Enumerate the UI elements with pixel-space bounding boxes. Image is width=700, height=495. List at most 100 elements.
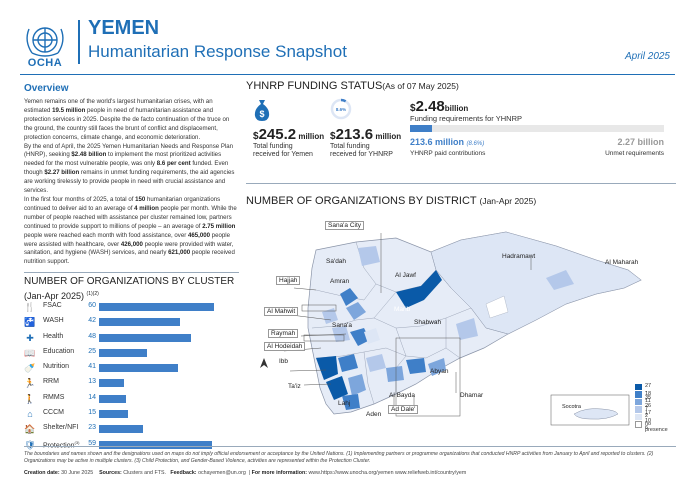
north-arrow-icon <box>260 358 268 368</box>
requirement-value: $2.48billion <box>410 98 469 115</box>
svg-text:$: $ <box>259 109 264 119</box>
map-label-socotra: Socotra <box>562 404 581 410</box>
cluster-bar <box>99 333 191 342</box>
overview-paragraph: Yemen remains one of the world's largest… <box>24 98 230 141</box>
funding-title-note: (As of 07 May 2025) <box>382 81 459 91</box>
report-date: April 2025 <box>624 51 670 62</box>
funding-rule <box>246 183 676 184</box>
nutrition-icon: 🍼 <box>24 363 36 374</box>
unmet-requirements-label: Unmet requirements <box>605 150 664 157</box>
unmet-requirements-value: 2.27 billion <box>617 137 664 147</box>
overview-text: Yemen remains one of the world's largest… <box>24 98 239 267</box>
cluster-title-text: NUMBER OF ORGANIZATIONS BY CLUSTER <box>24 276 235 287</box>
map-label-taiz: Ta'iz <box>288 383 301 390</box>
socotra-inset <box>550 394 630 426</box>
country-title: YEMEN <box>88 17 160 39</box>
shelter-icon: 🏠 <box>24 424 36 435</box>
map-label-abyan: Abyan <box>430 368 449 375</box>
cluster-bar <box>99 364 178 373</box>
money-bag-icon: $ <box>254 100 270 121</box>
cluster-row: 🏠 Shelter/NFI 23 <box>24 422 239 437</box>
credits-line: Creation date: 30 June 2025 Sources: Clu… <box>24 470 467 476</box>
funding-title-text: YHNRP FUNDING STATUS <box>246 80 383 92</box>
legend-swatch <box>635 398 642 405</box>
funding-donut: 8.6% <box>330 98 352 120</box>
rapid-response-icon: 🏃 <box>24 378 36 389</box>
food-security-icon: 🍴 <box>24 302 36 312</box>
cluster-bar <box>99 425 144 434</box>
map-label-lahj: Lahj <box>338 400 351 407</box>
cluster-name: Health <box>43 332 64 340</box>
map-title-text: NUMBER OF ORGANIZATIONS BY DISTRICT <box>246 195 477 207</box>
map-label-aden: Aden <box>366 411 382 418</box>
ocha-logo-text: OCHA <box>27 57 63 69</box>
cluster-bar <box>99 318 180 327</box>
cluster-value: 15 <box>88 409 96 417</box>
cluster-name: Nutrition <box>43 363 70 371</box>
map-disclaimer: The boundaries and names shown and the d… <box>24 451 654 464</box>
cluster-row: 🚶 RMMS 14 <box>24 392 239 407</box>
map-label-sanaa: Sana'a <box>332 322 353 329</box>
overview-section: Overview Yemen remains one of the world'… <box>24 83 239 267</box>
migrants-icon: 🚶 <box>24 393 36 404</box>
total-funding-label: Total funding received for Yemen <box>253 143 313 158</box>
cluster-value: 14 <box>88 393 96 401</box>
funding-progress-fill <box>410 125 432 132</box>
map-label-al-maharah: Al Maharah <box>605 259 639 266</box>
camp-management-icon: ⌂ <box>27 409 33 420</box>
paid-contributions-label: YHNRP paid contributions <box>410 150 486 157</box>
cluster-name: CCCM <box>43 409 64 417</box>
header: OCHA YEMEN Humanitarian Response Snapsho… <box>0 0 700 80</box>
legend-swatch <box>635 391 642 398</box>
map-label-al-bayda: Al Bayda <box>389 392 416 399</box>
overview-rule <box>24 272 239 273</box>
cluster-value: 13 <box>88 378 96 386</box>
cluster-name: RRM <box>43 378 59 386</box>
protection-icon: 🛡 <box>24 439 36 450</box>
map-label-raymah: Raymah <box>268 329 299 338</box>
cluster-row: 🏃 RRM 13 <box>24 376 239 391</box>
footer-rule <box>24 446 676 447</box>
overview-paragraph: In the first four months of 2025, a tota… <box>24 195 237 266</box>
cluster-bar-chart: 🍴 FSAC 60 🚰 WASH 42 ✚ Health 48 📖 Education 25 🍼 Nutr… <box>24 300 239 453</box>
cluster-value: 42 <box>88 317 96 325</box>
header-rule <box>20 74 675 75</box>
cluster-row: 🍼 Nutrition 41 <box>24 361 239 376</box>
cluster-name: Protection(3) <box>43 439 80 449</box>
cluster-bar <box>99 348 147 357</box>
legend-label: 7 - 10 <box>645 405 652 424</box>
legend-label: 18 - 26 <box>645 390 652 409</box>
cluster-bar <box>99 394 126 403</box>
un-emblem-icon <box>26 27 64 57</box>
report-subtitle: Humanitarian Response Snapshot <box>88 42 347 61</box>
water-tap-icon: 🚰 <box>24 317 36 328</box>
cluster-name: FSAC <box>43 302 62 309</box>
legend-label: no presence <box>645 420 668 433</box>
header-divider <box>78 20 80 64</box>
requirement-label: Funding requirements for YHNRP <box>410 114 522 123</box>
funding-progress-bar <box>410 125 664 132</box>
legend-label: 27 - 35 <box>645 383 652 401</box>
map-label-hadramawt: Hadramawt <box>502 253 536 260</box>
cluster-value: 48 <box>88 332 96 340</box>
map-label-ibb: Ibb <box>279 358 289 365</box>
cluster-name: Education <box>43 347 75 355</box>
cluster-chart-title: NUMBER OF ORGANIZATIONS BY CLUSTER (Jan-… <box>24 276 234 302</box>
cluster-value: 23 <box>88 424 96 432</box>
paid-contributions-value: 213.6 million (8.6%) <box>410 137 485 147</box>
district-map: Sana'a City Sa'dah Hajjah Amran Al Jawf … <box>246 208 676 446</box>
map-label-dhamar: Dhamar <box>460 392 484 399</box>
cluster-bar <box>99 440 213 449</box>
cluster-value: 60 <box>88 302 96 309</box>
map-title-note: (Jan-Apr 2025) <box>479 196 537 206</box>
cluster-row: ✚ Health 48 <box>24 331 239 346</box>
cluster-value: 59 <box>88 439 96 447</box>
map-label-al-hodeidah: Al Hodeidah <box>264 342 306 351</box>
cluster-name: WASH <box>43 317 64 325</box>
map-label-ad-dale: Ad Dale' <box>388 405 419 414</box>
cluster-subtitle: (Jan-Apr 2025) <box>24 291 85 301</box>
overview-title: Overview <box>24 83 69 94</box>
legend-swatch <box>635 406 642 413</box>
cluster-bar <box>99 379 124 388</box>
map-label-marib: Marib <box>394 306 411 313</box>
